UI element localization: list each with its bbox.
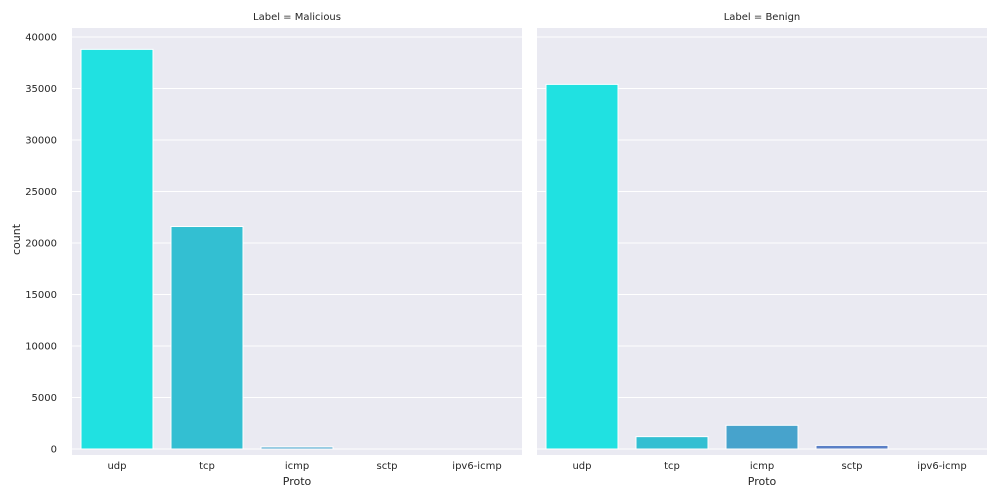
- x-tick-label: tcp: [664, 461, 680, 472]
- bar-tcp: [635, 436, 709, 450]
- x-tick-label: ipv6-icmp: [452, 461, 501, 472]
- y-tick-label: 30000: [25, 136, 57, 147]
- bar-sctp: [815, 444, 889, 450]
- y-tick-label: 20000: [25, 239, 57, 250]
- bar-icmp: [725, 424, 799, 450]
- x-tick-label: sctp: [377, 461, 398, 472]
- y-tick-label: 25000: [25, 187, 57, 198]
- bar-udp: [80, 48, 154, 450]
- y-tick-label: 0: [51, 445, 57, 456]
- x-tick-label: sctp: [842, 461, 863, 472]
- bar-tcp: [170, 226, 244, 450]
- x-tick-label: udp: [572, 461, 591, 472]
- y-tick-label: 10000: [25, 342, 57, 353]
- x-tick-label: udp: [107, 461, 126, 472]
- y-tick-label: 5000: [32, 393, 57, 404]
- y-tick-label: 40000: [25, 33, 57, 44]
- x-tick-label: icmp: [750, 461, 774, 472]
- y-tick-label: 35000: [25, 84, 57, 95]
- y-tick-label: 15000: [25, 290, 57, 301]
- x-tick-label: icmp: [285, 461, 309, 472]
- panel-title: Label = Benign: [724, 12, 801, 23]
- y-axis-label: count: [10, 223, 23, 255]
- bar-icmp: [260, 446, 334, 450]
- bar-udp: [545, 83, 619, 450]
- panel-title: Label = Malicious: [253, 12, 341, 23]
- x-axis-label: Proto: [283, 475, 312, 488]
- x-axis-label: Proto: [748, 475, 777, 488]
- x-tick-label: tcp: [199, 461, 215, 472]
- x-tick-label: ipv6-icmp: [917, 461, 966, 472]
